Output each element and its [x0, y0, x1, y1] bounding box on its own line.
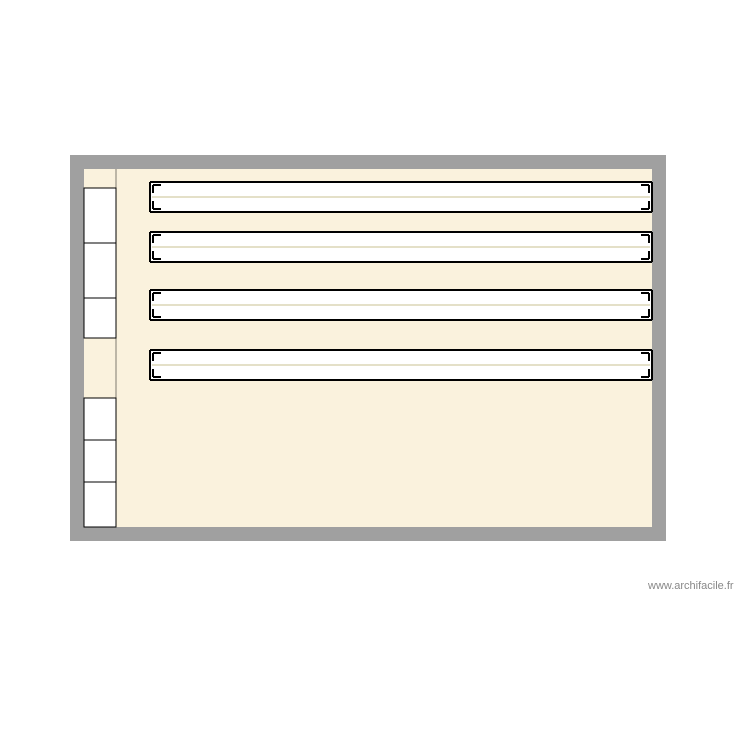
floorplan-canvas: www.archifacile.fr [0, 0, 750, 750]
floorplan-svg [0, 0, 750, 750]
watermark-text: www.archifacile.fr [648, 580, 734, 592]
